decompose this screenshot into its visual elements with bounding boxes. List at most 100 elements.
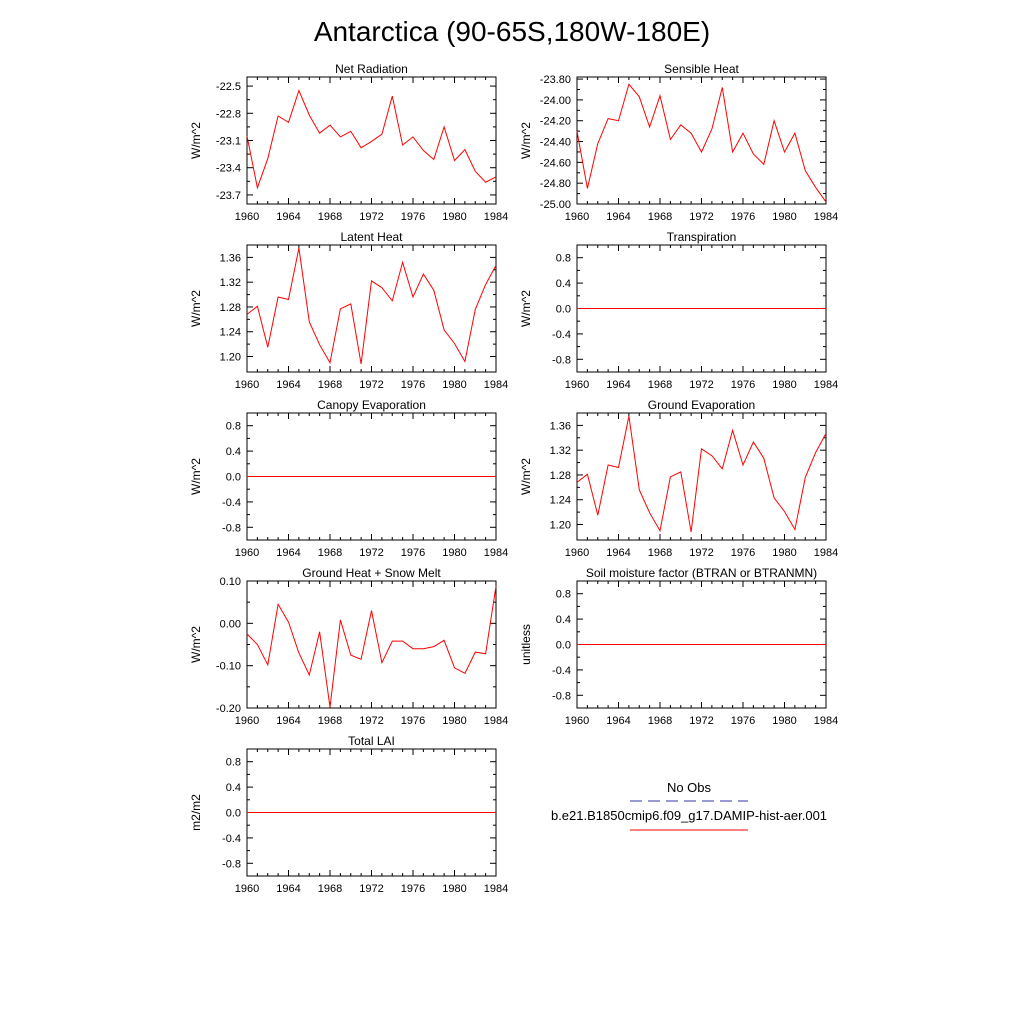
x-tick-label: 1984: [814, 547, 838, 559]
y-tick-label: 1.20: [550, 520, 571, 532]
y-tick-label: -0.4: [222, 833, 241, 845]
y-axis-label: W/m^2: [189, 626, 203, 663]
y-tick-label: -24.20: [540, 116, 571, 128]
y-tick-label: 0.8: [556, 253, 571, 265]
x-tick-label: 1972: [359, 715, 383, 727]
x-tick-label: 1968: [318, 547, 342, 559]
plot-frame: [576, 412, 827, 541]
y-tick-label: 0.4: [556, 278, 571, 290]
panel-6: Ground Heat + Snow Melt W/m^2 1960 1964 1968…: [189, 566, 508, 727]
y-tick-label: -0.20: [216, 703, 241, 715]
y-axis-label: unitless: [519, 624, 533, 665]
panel-title: Net Radiation: [335, 62, 408, 76]
panel-title: Total LAI: [348, 734, 395, 748]
y-tick-label: -23.4: [216, 163, 241, 175]
x-tick-label: 1976: [401, 883, 425, 895]
x-tick-label: 1976: [731, 211, 755, 223]
panels: Net Radiation W/m^2 1960 1964 1968 1972 1976 19…: [189, 62, 838, 895]
y-tick-label: -0.8: [222, 858, 241, 870]
y-tick-label: 0.4: [556, 614, 571, 626]
y-tick-label: -24.80: [540, 178, 571, 190]
y-tick-label: -0.4: [552, 329, 571, 341]
y-tick-label: 0.8: [226, 757, 241, 769]
y-tick-label: -23.7: [216, 190, 241, 202]
panel-title: Ground Heat + Snow Melt: [302, 566, 441, 580]
y-tick-label: 1.20: [220, 352, 241, 364]
y-axis-label: W/m^2: [189, 122, 203, 159]
x-tick-label: 1984: [814, 379, 838, 391]
plot-frame: [246, 244, 497, 373]
y-tick-label: 1.32: [550, 445, 571, 457]
x-tick-label: 1980: [772, 547, 796, 559]
x-tick-label: 1964: [276, 547, 300, 559]
x-tick-label: 1960: [235, 547, 259, 559]
x-tick-label: 1960: [235, 883, 259, 895]
y-tick-label: -23.80: [540, 74, 571, 86]
y-tick-label: 0.8: [556, 589, 571, 601]
x-tick-label: 1968: [648, 211, 672, 223]
panel-title: Ground Evaporation: [648, 398, 755, 412]
x-tick-label: 1968: [318, 883, 342, 895]
y-tick-label: -0.8: [552, 690, 571, 702]
x-tick-label: 1960: [565, 547, 589, 559]
x-tick-label: 1960: [565, 211, 589, 223]
x-tick-label: 1984: [484, 379, 508, 391]
y-axis-label: W/m^2: [519, 458, 533, 495]
y-tick-label: 1.28: [220, 302, 241, 314]
x-tick-label: 1968: [318, 379, 342, 391]
x-tick-label: 1964: [276, 883, 300, 895]
y-tick-label: 0.0: [226, 472, 241, 484]
panel-5: Ground Evaporation W/m^2 1960 1964 1968 1972 1…: [519, 398, 838, 559]
x-tick-label: 1984: [814, 211, 838, 223]
x-tick-label: 1980: [442, 211, 466, 223]
y-axis-label: W/m^2: [189, 290, 203, 327]
y-tick-label: 0.4: [226, 446, 241, 458]
x-tick-label: 1960: [565, 379, 589, 391]
y-tick-label: -0.10: [216, 661, 241, 673]
x-tick-label: 1964: [276, 715, 300, 727]
series-line-0: [246, 248, 497, 365]
panel-2: Latent Heat W/m^2 1960 1964 1968 1972 1976 1980…: [189, 230, 508, 391]
x-tick-label: 1984: [484, 547, 508, 559]
y-tick-label: 1.24: [220, 327, 241, 339]
y-axis-label: W/m^2: [519, 290, 533, 327]
x-tick-label: 1972: [359, 211, 383, 223]
x-tick-label: 1972: [689, 379, 713, 391]
series-line-0: [576, 83, 827, 203]
x-tick-label: 1980: [442, 883, 466, 895]
x-tick-label: 1964: [276, 211, 300, 223]
x-tick-label: 1960: [565, 715, 589, 727]
y-tick-label: 1.36: [550, 420, 571, 432]
x-tick-label: 1980: [772, 211, 796, 223]
panel-title: Transpiration: [667, 230, 737, 244]
panel-title: Soil moisture factor (BTRAN or BTRANMN): [586, 566, 817, 580]
x-tick-label: 1968: [648, 715, 672, 727]
x-tick-label: 1976: [731, 715, 755, 727]
x-tick-label: 1976: [401, 211, 425, 223]
x-tick-label: 1968: [648, 547, 672, 559]
panel-title: Canopy Evaporation: [317, 398, 426, 412]
x-tick-label: 1976: [401, 379, 425, 391]
y-tick-label: 0.8: [226, 421, 241, 433]
x-tick-label: 1960: [235, 715, 259, 727]
plot-frame: [246, 76, 497, 205]
x-tick-label: 1984: [484, 211, 508, 223]
y-tick-label: 0.0: [226, 808, 241, 820]
x-tick-label: 1968: [318, 715, 342, 727]
x-tick-label: 1980: [772, 715, 796, 727]
x-tick-label: 1972: [359, 883, 383, 895]
x-tick-label: 1972: [689, 211, 713, 223]
panel-title: Sensible Heat: [664, 62, 739, 76]
y-tick-label: 0.0: [556, 640, 571, 652]
x-tick-label: 1980: [772, 379, 796, 391]
y-tick-label: 0.4: [226, 782, 241, 794]
series-line-0: [576, 416, 827, 533]
panel-3: Transpiration W/m^2 1960 1964 1968 1972 1976 19…: [519, 230, 838, 391]
y-tick-label: -0.8: [222, 522, 241, 534]
x-tick-label: 1976: [731, 379, 755, 391]
y-tick-label: 1.32: [220, 277, 241, 289]
x-tick-label: 1960: [235, 379, 259, 391]
plot-frame: [246, 580, 497, 709]
y-tick-label: 1.28: [550, 470, 571, 482]
